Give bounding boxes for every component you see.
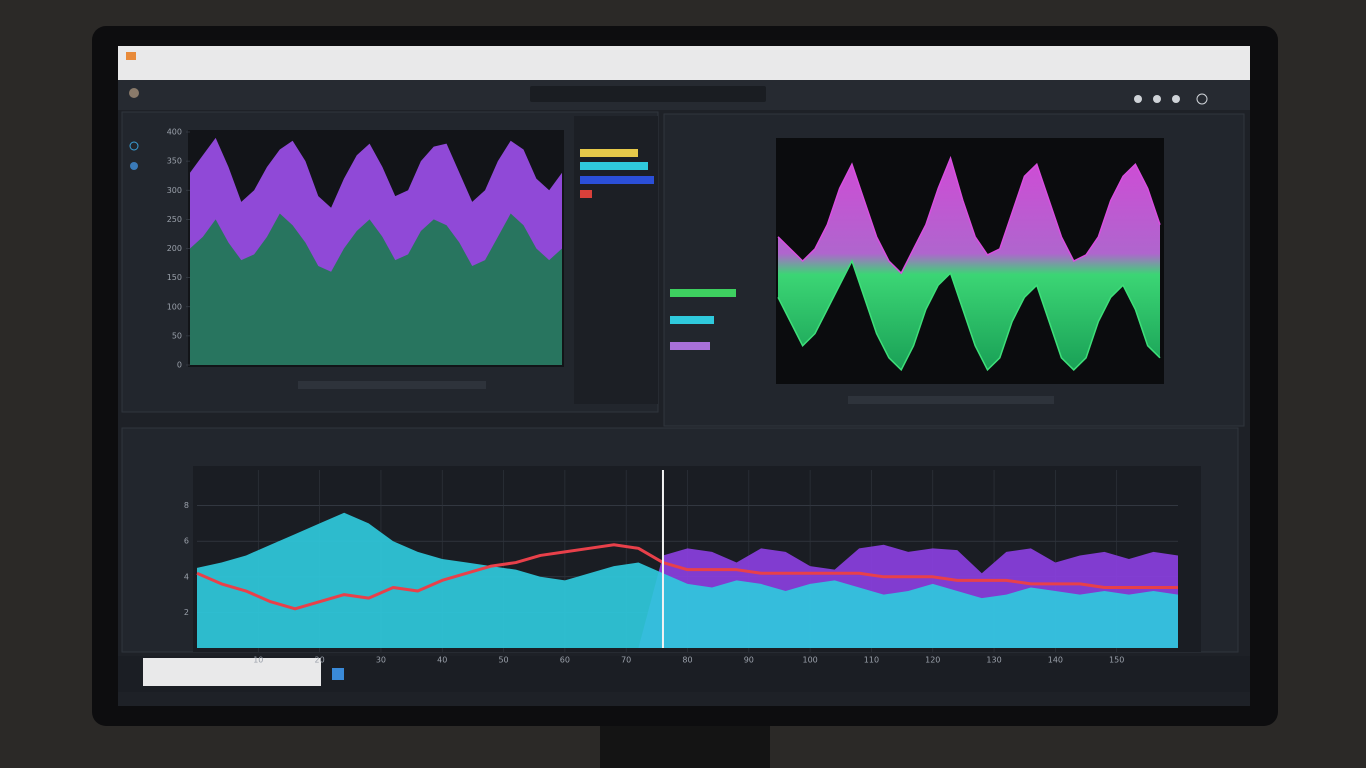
search-field[interactable] — [143, 658, 321, 686]
area-series — [197, 512, 1178, 648]
search-box[interactable] — [530, 86, 766, 102]
toolbar-icon[interactable] — [1153, 95, 1161, 103]
layer-swatch[interactable] — [580, 162, 648, 170]
y-tick-label: 6 — [184, 537, 189, 546]
channel-slider[interactable] — [670, 289, 736, 297]
y-tick-label: 50 — [172, 331, 182, 340]
y-tick-label: 0 — [177, 361, 182, 370]
y-tick-label: 400 — [167, 128, 182, 137]
scrollbar[interactable] — [848, 396, 1054, 404]
lower-edge — [777, 259, 1161, 372]
channel-slider[interactable] — [670, 342, 710, 350]
y-tick-label: 8 — [184, 501, 189, 510]
app-icon — [126, 52, 136, 60]
sidebar-icon[interactable] — [130, 162, 138, 170]
waveform-band — [778, 158, 1160, 370]
upper-edge — [777, 155, 1161, 275]
x-tick-label: 40 — [437, 656, 447, 665]
x-tick-label: 70 — [621, 656, 631, 665]
line-series — [196, 543, 1178, 611]
y-tick-label: 300 — [167, 186, 182, 195]
monitor-stand — [600, 726, 770, 768]
x-tick-label: 60 — [560, 656, 570, 665]
x-tick-label: 10 — [253, 656, 263, 665]
scrollbar[interactable] — [298, 381, 486, 389]
toolbar-icon[interactable] — [1134, 95, 1142, 103]
y-tick-label: 250 — [167, 215, 182, 224]
y-tick-label: 350 — [167, 157, 182, 166]
x-tick-label: 140 — [1048, 656, 1063, 665]
x-tick-label: 150 — [1109, 656, 1124, 665]
logo[interactable] — [129, 88, 139, 98]
y-tick-label: 100 — [167, 302, 182, 311]
x-tick-label: 50 — [498, 656, 508, 665]
y-tick-label: 4 — [184, 572, 189, 581]
x-tick-label: 90 — [744, 656, 754, 665]
y-tick-label: 2 — [184, 608, 189, 617]
y-tick-label: 150 — [167, 273, 182, 282]
y-tick-label: 200 — [167, 244, 182, 253]
taskbar-icon[interactable] — [332, 668, 344, 680]
title-bar — [118, 46, 1250, 80]
layer-swatch[interactable] — [580, 176, 654, 184]
toolbar-icon[interactable] — [1172, 95, 1180, 103]
x-tick-label: 120 — [925, 656, 940, 665]
x-tick-label: 100 — [802, 656, 817, 665]
x-tick-label: 130 — [986, 656, 1001, 665]
layer-panel — [574, 116, 658, 404]
toolbar-icon[interactable] — [1196, 93, 1208, 105]
layer-swatch[interactable] — [580, 190, 592, 198]
x-tick-label: 80 — [682, 656, 692, 665]
sidebar-icon[interactable] — [129, 141, 139, 151]
x-tick-label: 110 — [864, 656, 879, 665]
charts: 0 50 100 150 200 250 300 350 400 2 4 6 8 10 20 30 40 50 60… — [167, 128, 1178, 665]
x-tick-label: 30 — [376, 656, 386, 665]
area-series — [190, 213, 562, 365]
layer-swatch[interactable] — [580, 149, 638, 157]
x-tick-label: 20 — [315, 656, 325, 665]
channel-slider[interactable] — [670, 316, 714, 324]
